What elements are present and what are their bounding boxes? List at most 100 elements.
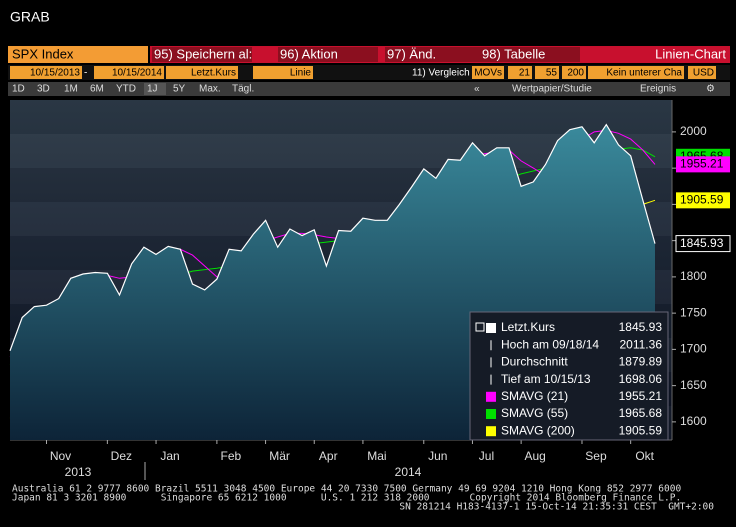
tool-button[interactable]: « xyxy=(474,84,480,95)
setting-value: 11) Vergleich xyxy=(412,68,470,79)
setting-field[interactable] xyxy=(10,66,82,79)
legend-label: Hoch am 09/18/14 xyxy=(501,337,599,351)
legend-label: Tief am 10/15/13 xyxy=(501,372,591,386)
x-tick-label: Dez xyxy=(111,449,132,463)
legend-value: 2011.36 xyxy=(620,337,663,351)
ticker[interactable]: SPX Index xyxy=(12,46,74,61)
x-tick-label: Jun xyxy=(428,449,447,463)
x-tick-label: Nov xyxy=(50,449,71,463)
legend-label: SMAVG (55) xyxy=(501,406,568,420)
setting-field[interactable] xyxy=(253,66,313,79)
legend-toggle[interactable] xyxy=(475,322,485,332)
x-tick-label: Mär xyxy=(269,449,290,463)
tool-button[interactable]: Wertpapier/Studie xyxy=(512,84,592,95)
period-button[interactable]: Tägl. xyxy=(232,84,254,95)
period-button[interactable]: 1J xyxy=(147,84,158,95)
x-tick-label: Apr xyxy=(319,449,338,463)
setting-value[interactable]: Letzt.Kurs xyxy=(191,68,236,79)
legend-swatch xyxy=(486,409,496,419)
action-label[interactable]: 98) Tabelle xyxy=(482,46,545,61)
setting-value[interactable]: 10/15/2014 xyxy=(112,68,162,79)
legend-label: SMAVG (200) xyxy=(501,423,575,437)
legend-swatch xyxy=(486,426,496,437)
year-label: 2014 xyxy=(395,465,422,479)
tool-button[interactable]: ⚙ xyxy=(706,84,715,95)
legend-value: 1879.89 xyxy=(619,355,663,369)
legend-label: Letzt.Kurs xyxy=(501,320,555,334)
series-line xyxy=(9,123,656,352)
y-tick-label: 1650 xyxy=(680,378,707,392)
setting-value[interactable]: Kein unterer Cha xyxy=(606,68,682,79)
action-label[interactable]: 97) Änd. xyxy=(387,46,436,61)
setting-field[interactable] xyxy=(562,66,586,79)
period-button[interactable]: 1D xyxy=(12,84,25,95)
action-label[interactable]: 96) Aktion xyxy=(280,46,338,61)
period-button[interactable]: YTD xyxy=(116,84,136,95)
y-tick-label: 1800 xyxy=(680,269,707,283)
x-tick-label: Mai xyxy=(367,449,386,463)
y-tick-label: 1700 xyxy=(680,342,707,356)
last-value-label: 1845.93 xyxy=(680,236,724,250)
x-tick-label: Aug xyxy=(524,449,545,463)
setting-field[interactable] xyxy=(166,66,238,79)
setting-value: - xyxy=(84,68,87,79)
legend-box xyxy=(469,311,669,441)
setting-value[interactable]: 55 xyxy=(546,68,558,79)
footer-line: SN 281214 H183-4137-1 15-Oct-14 21:35:31… xyxy=(399,502,714,513)
setting-value[interactable]: USD xyxy=(693,68,714,79)
legend-label: SMAVG (21) xyxy=(501,389,568,403)
legend-label: Durchschnitt xyxy=(501,355,568,369)
legend-value: 1698.06 xyxy=(619,372,663,386)
action-button[interactable] xyxy=(480,47,580,62)
y-tick-label: 1600 xyxy=(680,414,707,428)
x-tick-label: Okt xyxy=(635,449,654,463)
period-button[interactable]: 1M xyxy=(64,84,78,95)
setting-value[interactable]: Linie xyxy=(290,68,312,79)
legend-swatch xyxy=(486,391,496,402)
band xyxy=(10,100,672,134)
x-tick-label: Feb xyxy=(221,449,242,463)
action-label[interactable]: 95) Speichern al: xyxy=(154,46,252,61)
action-button[interactable] xyxy=(385,47,485,62)
last-value-tag xyxy=(675,235,731,253)
last-value-tag xyxy=(676,156,730,173)
period-bar xyxy=(8,82,730,96)
y-tick-label: 2000 xyxy=(680,124,707,138)
setting-field[interactable] xyxy=(94,66,164,79)
legend-swatch xyxy=(486,323,496,333)
year-label: 2013 xyxy=(65,465,92,479)
setting-field[interactable] xyxy=(688,66,716,79)
legend-value: 1955.21 xyxy=(619,389,663,403)
last-value-tag xyxy=(676,192,730,209)
setting-value[interactable]: 10/15/2013 xyxy=(30,68,80,79)
action-button[interactable] xyxy=(278,47,378,62)
setting-field[interactable] xyxy=(535,66,559,79)
period-button[interactable]: 3D xyxy=(37,84,50,95)
chart-type: Linien-Chart xyxy=(655,46,726,61)
footer-line: Australia 61 2 9777 8600 Brazil 5511 304… xyxy=(12,484,681,495)
period-selected xyxy=(144,83,166,95)
period-button[interactable]: Max. xyxy=(199,84,221,95)
setting-field[interactable] xyxy=(508,66,532,79)
ticker-box xyxy=(8,46,148,63)
y-tick-label: 1750 xyxy=(680,305,707,319)
period-button[interactable]: 6M xyxy=(90,84,104,95)
period-button[interactable]: 5Y xyxy=(173,84,186,95)
setting-field[interactable] xyxy=(472,66,504,79)
last-value-label: 1955.21 xyxy=(680,157,724,171)
setting-field[interactable] xyxy=(588,66,684,79)
x-tick-label: Sep xyxy=(585,449,607,463)
last-value-label: 1905.59 xyxy=(680,193,724,207)
setting-value[interactable]: 21 xyxy=(519,68,531,79)
setting-value[interactable]: 200 xyxy=(567,68,584,79)
setting-value[interactable]: MOVs xyxy=(474,68,502,79)
action-button[interactable] xyxy=(152,47,252,62)
tool-button[interactable]: Ereignis xyxy=(640,84,676,95)
x-tick-label: Jul xyxy=(479,449,494,463)
legend-value: 1965.68 xyxy=(619,406,663,420)
legend-value: 1905.59 xyxy=(619,423,663,437)
window-title: GRAB xyxy=(10,9,50,25)
footer-line: Japan 81 3 3201 8900 Singapore 65 6212 1… xyxy=(12,493,681,504)
legend-value: 1845.93 xyxy=(619,320,663,334)
